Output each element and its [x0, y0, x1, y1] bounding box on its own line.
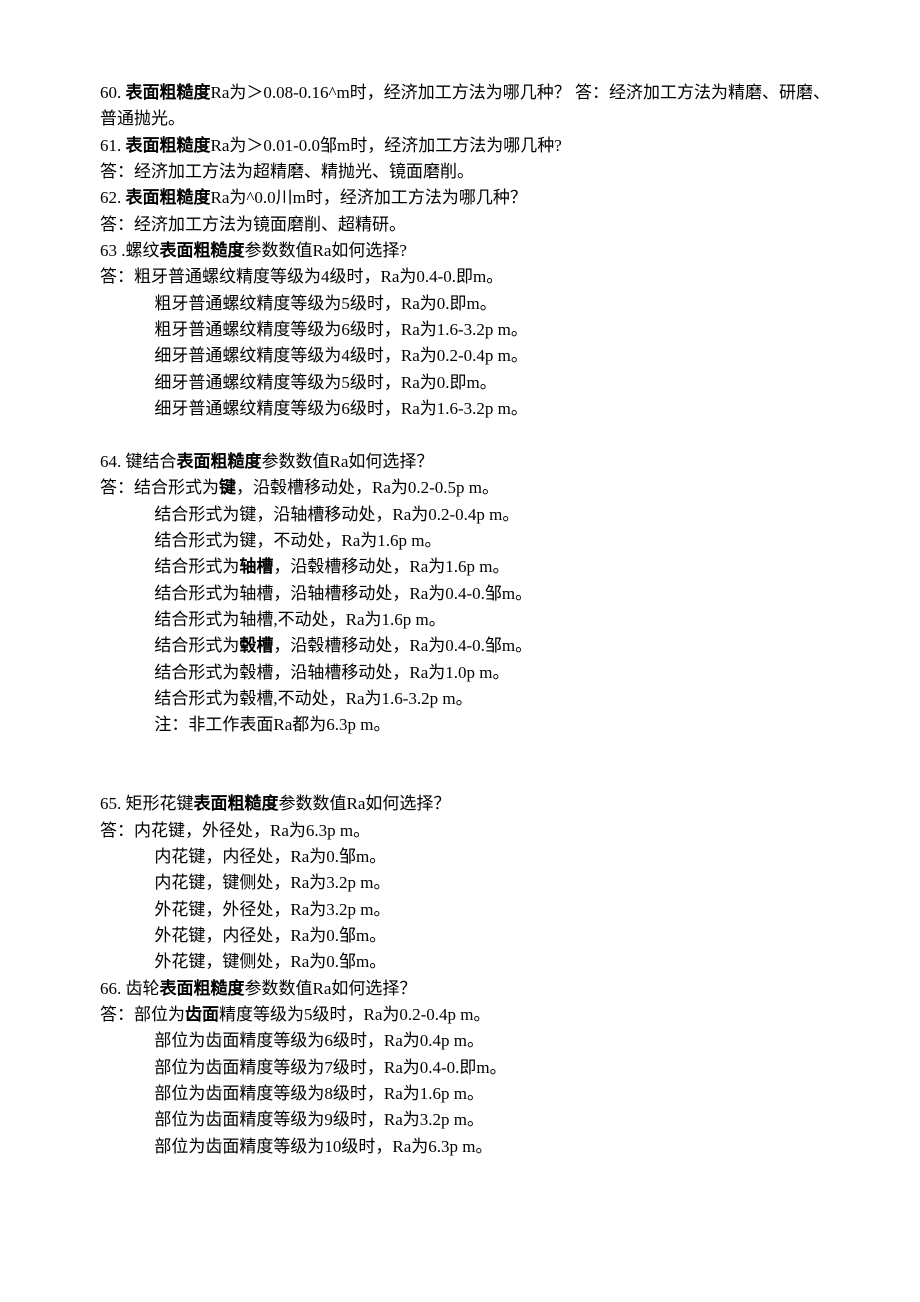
q66-text: 参数数值Ra如何选择？ [245, 979, 417, 998]
q60-num: 60. [100, 83, 126, 102]
a64-l4: 结合形式为轴槽，沿毂槽移动处，Ra为1.6p m。 [100, 554, 830, 580]
a62: 答：经济加工方法为镜面磨削、超精研。 [100, 212, 830, 238]
q63-term: 表面粗糙度 [160, 241, 245, 260]
q62-text: Ra为^0.0川m时，经济加工方法为哪几种？ [211, 188, 527, 207]
q61-term: 表面粗糙度 [126, 136, 211, 155]
a63-l6: 细牙普通螺纹精度等级为6级时，Ra为1.6-3.2p m。 [100, 396, 830, 422]
q62-num: 62. [100, 188, 126, 207]
q60-term: 表面粗糙度 [126, 83, 211, 102]
q60: 60. 表面粗糙度Ra为＞0.08-0.16^m时，经济加工方法为哪几种？ 答：… [100, 80, 830, 133]
a63-l2: 粗牙普通螺纹精度等级为5级时，Ra为0.即m。 [100, 291, 830, 317]
q66-term: 表面粗糙度 [160, 979, 245, 998]
a64-l3: 结合形式为键，不动处，Ra为1.6p m。 [100, 528, 830, 554]
q62: 62. 表面粗糙度Ra为^0.0川m时，经济加工方法为哪几种？ [100, 185, 830, 211]
a61: 答：经济加工方法为超精磨、精抛光、镜面磨削。 [100, 159, 830, 185]
a66-l3: 部位为齿面精度等级为7级时，Ra为0.4-0.即m。 [100, 1055, 830, 1081]
q63: 63 .螺纹表面粗糙度参数数值Ra如何选择? [100, 238, 830, 264]
spacer [100, 739, 830, 765]
q64-text: 参数数值Ra如何选择？ [262, 452, 434, 471]
q65-term: 表面粗糙度 [194, 794, 279, 813]
q65: 65. 矩形花键表面粗糙度参数数值Ra如何选择？ [100, 791, 830, 817]
a63-l1: 答：粗牙普通螺纹精度等级为4级时，Ra为0.4-0.即m。 [100, 264, 830, 290]
a64-note: 注：非工作表面Ra都为6.3p m。 [100, 712, 830, 738]
a65-l6: 外花键，键侧处，Ra为0.邹m。 [100, 949, 830, 975]
q64: 64. 键结合表面粗糙度参数数值Ra如何选择？ [100, 449, 830, 475]
a66-l2: 部位为齿面精度等级为6级时，Ra为0.4p m。 [100, 1028, 830, 1054]
q63-num: 63 .螺纹 [100, 241, 160, 260]
a66-l1: 答：部位为齿面精度等级为5级时，Ra为0.2-0.4p m。 [100, 1002, 830, 1028]
a64-l2: 结合形式为键，沿轴槽移动处，Ra为0.2-0.4p m。 [100, 502, 830, 528]
a65-l2: 内花键，内径处，Ra为0.邹m。 [100, 844, 830, 870]
q64-num: 64. 键结合 [100, 452, 177, 471]
a64-l9: 结合形式为毂槽,不动处，Ra为1.6-3.2p m。 [100, 686, 830, 712]
q66-num: 66. 齿轮 [100, 979, 160, 998]
a65-l3: 内花键，键侧处，Ra为3.2p m。 [100, 870, 830, 896]
spacer [100, 422, 830, 448]
a63-l3: 粗牙普通螺纹精度等级为6级时，Ra为1.6-3.2p m。 [100, 317, 830, 343]
q64-term: 表面粗糙度 [177, 452, 262, 471]
a64-l8: 结合形式为毂槽，沿轴槽移动处，Ra为1.0p m。 [100, 660, 830, 686]
q65-num: 65. 矩形花键 [100, 794, 194, 813]
q66: 66. 齿轮表面粗糙度参数数值Ra如何选择？ [100, 976, 830, 1002]
a64-l1: 答：结合形式为键，沿毂槽移动处，Ra为0.2-0.5p m。 [100, 475, 830, 501]
a66-l5: 部位为齿面精度等级为9级时，Ra为3.2p m。 [100, 1107, 830, 1133]
q65-text: 参数数值Ra如何选择？ [279, 794, 451, 813]
q61-text: Ra为＞0.01-0.0邹m时，经济加工方法为哪几种? [211, 136, 562, 155]
a64-l7: 结合形式为毂槽，沿毂槽移动处，Ra为0.4-0.邹m。 [100, 633, 830, 659]
a65-l4: 外花键，外径处，Ra为3.2p m。 [100, 897, 830, 923]
a64-l5: 结合形式为轴槽，沿轴槽移动处，Ra为0.4-0.邹m。 [100, 581, 830, 607]
a63-l5: 细牙普通螺纹精度等级为5级时，Ra为0.即m。 [100, 370, 830, 396]
a63-l4: 细牙普通螺纹精度等级为4级时，Ra为0.2-0.4p m。 [100, 343, 830, 369]
a66-l6: 部位为齿面精度等级为10级时，Ra为6.3p m。 [100, 1134, 830, 1160]
q62-term: 表面粗糙度 [126, 188, 211, 207]
spacer [100, 765, 830, 791]
a66-l4: 部位为齿面精度等级为8级时，Ra为1.6p m。 [100, 1081, 830, 1107]
q63-text: 参数数值Ra如何选择? [245, 241, 407, 260]
a64-l6: 结合形式为轴槽,不动处，Ra为1.6p m。 [100, 607, 830, 633]
a65-l5: 外花键，内径处，Ra为0.邹m。 [100, 923, 830, 949]
document-body: 60. 表面粗糙度Ra为＞0.08-0.16^m时，经济加工方法为哪几种？ 答：… [100, 80, 830, 1160]
q61-num: 61. [100, 136, 126, 155]
a65-l1: 答：内花键，外径处，Ra为6.3p m。 [100, 818, 830, 844]
q61: 61. 表面粗糙度Ra为＞0.01-0.0邹m时，经济加工方法为哪几种? [100, 133, 830, 159]
